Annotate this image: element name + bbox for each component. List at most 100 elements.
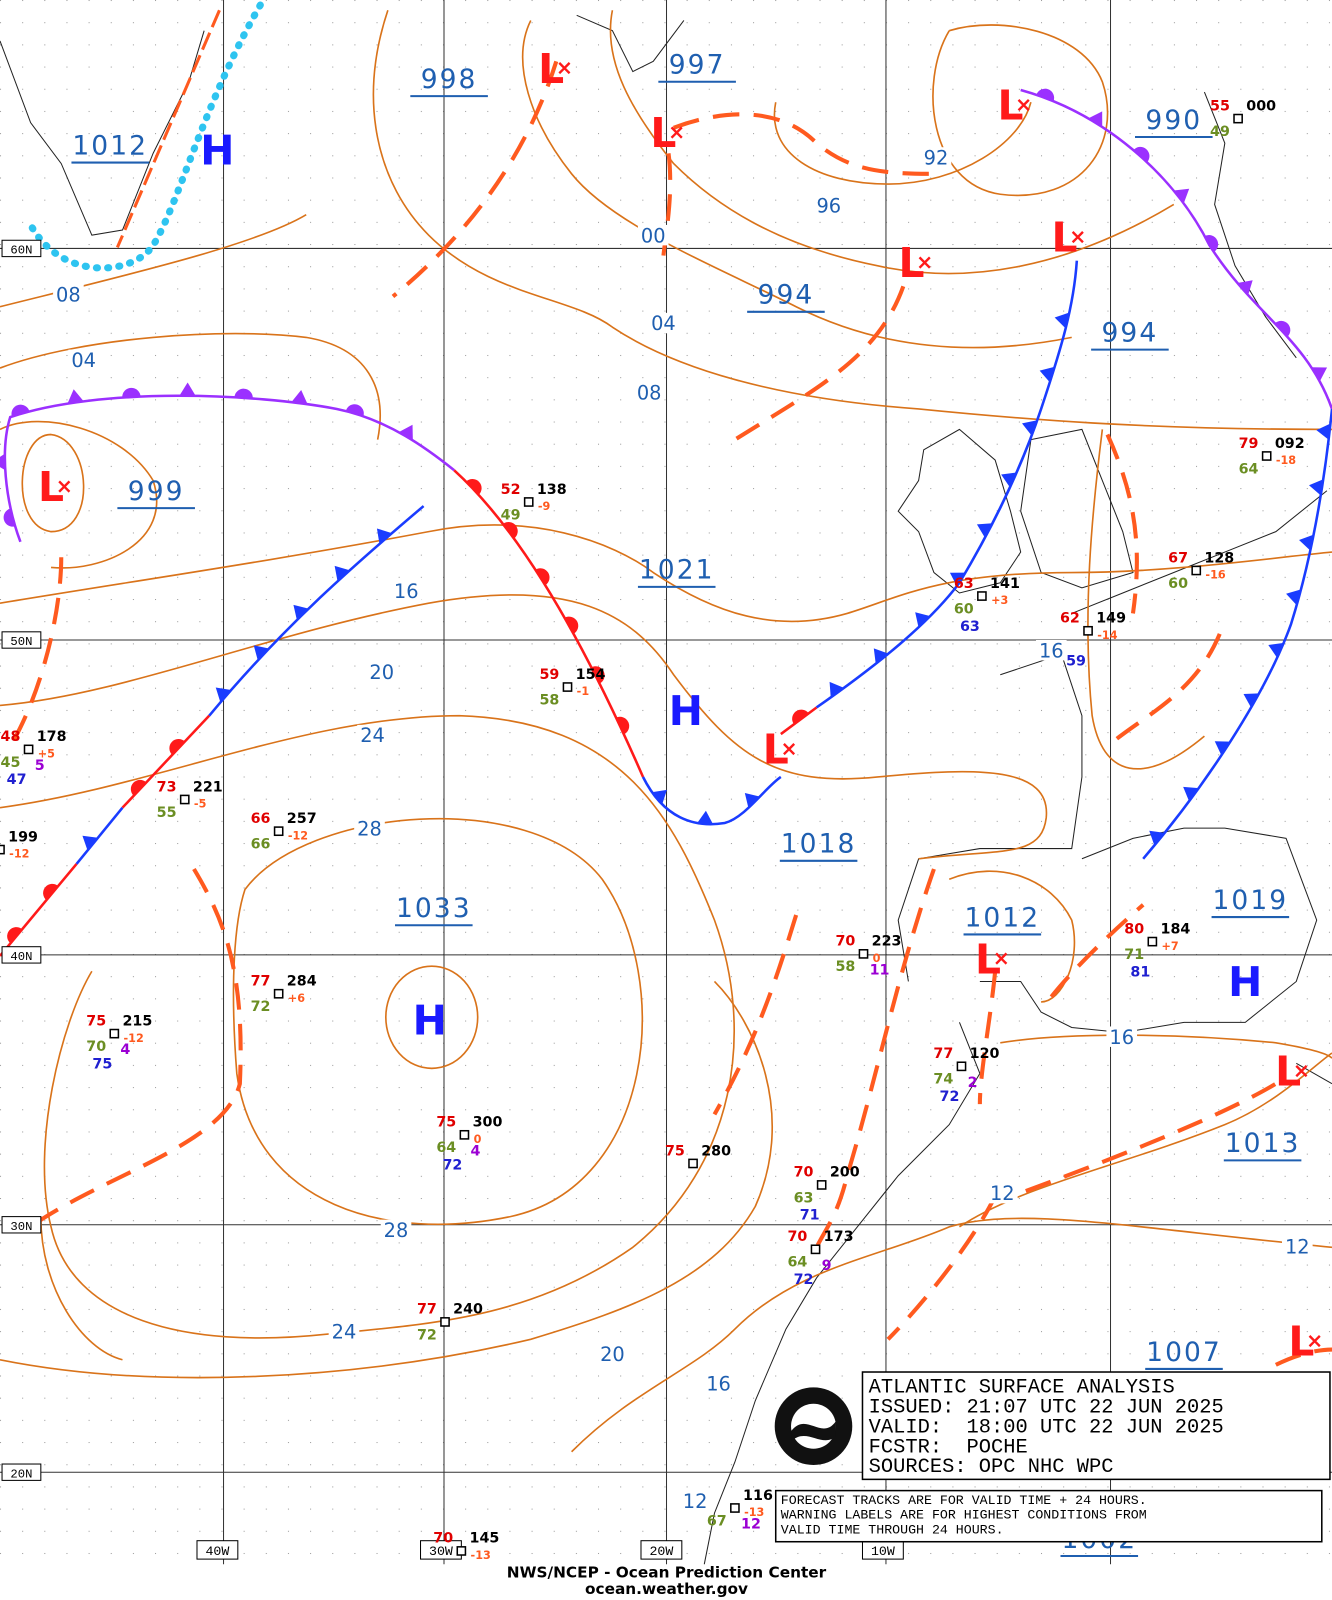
station-tendency: -14: [1097, 629, 1117, 642]
isobar-label-bg: [813, 195, 845, 216]
isobar-label-bg: [987, 1182, 1018, 1204]
lat-label: 20N: [10, 1467, 32, 1481]
isobar-label: 00: [641, 224, 666, 247]
isobar-label-bg: [366, 661, 398, 682]
station-pressure: 173: [824, 1229, 854, 1245]
cold-front-triangle: [696, 810, 714, 825]
warm-front-semicircle: [3, 508, 16, 527]
warm-front-semicircle: [503, 522, 518, 539]
isobar-label-bg: [1281, 1236, 1313, 1257]
station-dewpoint: 67: [707, 1513, 727, 1529]
station-marker: [1233, 113, 1243, 124]
station-marker: [109, 1028, 120, 1039]
lon-label: 10W: [871, 1544, 895, 1559]
station-marker: [1147, 936, 1158, 947]
lat-label-box: [1, 239, 42, 258]
low-symbol: L: [763, 726, 789, 774]
footer-line: NWS/NCEP - Ocean Prediction Center: [507, 1563, 827, 1581]
station-dewpoint: 49: [1210, 124, 1230, 140]
isobar-label: 96: [816, 195, 841, 218]
cold-front-triangle: [1022, 420, 1038, 436]
isobar-label: 16: [706, 1372, 731, 1395]
lat-label: 30N: [10, 1220, 32, 1234]
station-dewpoint: 64: [787, 1255, 807, 1271]
cold-front-triangle: [1243, 693, 1260, 708]
station-pressure: 092: [1275, 436, 1305, 452]
cold-front-triangle: [291, 389, 308, 405]
station-dewpoint: 72: [417, 1327, 437, 1343]
station-temp: 75: [436, 1115, 456, 1131]
station-pressure: 141: [990, 576, 1020, 592]
central-pressure: 1018: [781, 829, 857, 860]
station-marker: [23, 744, 34, 755]
cold-front-triangle: [1039, 366, 1055, 383]
low-symbol: L: [38, 463, 64, 511]
cold-front-triangle: [1286, 589, 1302, 606]
station-sst: 81: [1130, 964, 1150, 980]
station-dewpoint: 55: [157, 805, 177, 821]
isobar-label-bg: [390, 580, 422, 602]
station-dewpoint: 74: [933, 1072, 953, 1088]
lat-label-box: [1, 946, 42, 964]
central-pressure: 1007: [1146, 1337, 1222, 1368]
isobar-label-bg: [920, 147, 952, 168]
station-pressure: 200: [830, 1165, 860, 1181]
station-tendency: -12: [9, 848, 29, 861]
cold-front-triangle: [829, 681, 844, 698]
cold-front-triangle: [293, 604, 309, 621]
station-marker: [0, 844, 5, 855]
station-dewpoint: 66: [251, 837, 271, 853]
isobar-label-bg: [597, 1343, 628, 1364]
isobar-label: 04: [651, 312, 676, 335]
station-pressure: 149: [1096, 611, 1126, 627]
station-marker: [1191, 565, 1202, 576]
isobars: [0, 9, 1332, 1453]
low-x-mark: ×: [780, 737, 797, 761]
cold-front-triangle: [376, 528, 392, 544]
station-pressure: 215: [122, 1013, 152, 1029]
central-pressure: 994: [758, 280, 815, 311]
station-marker: [688, 1158, 698, 1169]
station-dewpoint: 58: [835, 959, 855, 975]
station-dewpoint: 71: [1124, 947, 1144, 963]
central-pressure: 1021: [639, 555, 715, 586]
info-box: [861, 1371, 1331, 1481]
warm-front-semicircle: [616, 716, 630, 735]
station-extra: 4: [471, 1143, 481, 1159]
station-extra: 2: [968, 1075, 978, 1091]
station-pressure: 116: [743, 1488, 773, 1504]
cold-front-triangle: [873, 648, 889, 664]
station-pressure: 138: [537, 482, 567, 498]
station-temp: 70: [794, 1165, 814, 1181]
station-pressure: 280: [701, 1143, 731, 1159]
station-tendency: 0: [873, 952, 881, 965]
station-temp: 80: [1124, 921, 1144, 937]
cold-front-triangle: [915, 612, 931, 628]
station-temp: 66: [251, 811, 271, 827]
lon-label-box: [196, 1540, 239, 1560]
cold-front-triangle: [1311, 367, 1328, 382]
station-dewpoint: 72: [251, 999, 271, 1015]
station-tendency: 0: [474, 1133, 482, 1146]
station-marker: [562, 682, 573, 692]
station-tendency: -9: [538, 500, 551, 513]
cold-front-triangle: [651, 789, 667, 805]
station-marker: [459, 1129, 470, 1140]
isobar-label: 12: [1285, 1235, 1310, 1258]
station-temp: 70: [835, 934, 855, 950]
isobar-label-bg: [648, 312, 679, 334]
footer-line: ocean.weather.gov: [585, 1580, 748, 1598]
cold-front-triangle: [1268, 642, 1284, 658]
station-extra: 9: [822, 1258, 832, 1274]
cold-front-triangle: [179, 382, 196, 396]
warm-front-semicircle: [466, 478, 482, 495]
isobar-label: 28: [357, 817, 382, 840]
warm-front-semicircle: [345, 404, 364, 417]
station-pressure: 000: [1246, 98, 1276, 114]
warm-front-semicircle: [130, 779, 147, 796]
station-tendency: +5: [38, 748, 55, 761]
station-pressure: 154: [576, 667, 606, 683]
cold-front-triangle: [215, 687, 232, 703]
